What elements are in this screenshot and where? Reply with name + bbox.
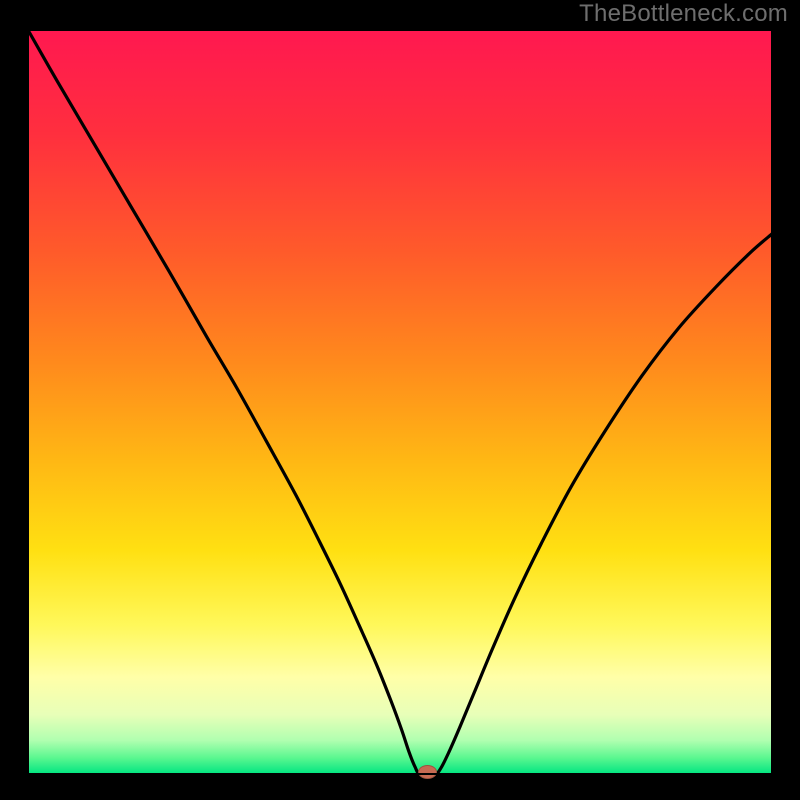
plot-background: [28, 30, 772, 774]
chart-container: TheBottleneck.com: [0, 0, 800, 800]
bottleneck-chart: [0, 0, 800, 800]
watermark-text: TheBottleneck.com: [579, 0, 788, 28]
minimum-marker: [419, 766, 437, 779]
